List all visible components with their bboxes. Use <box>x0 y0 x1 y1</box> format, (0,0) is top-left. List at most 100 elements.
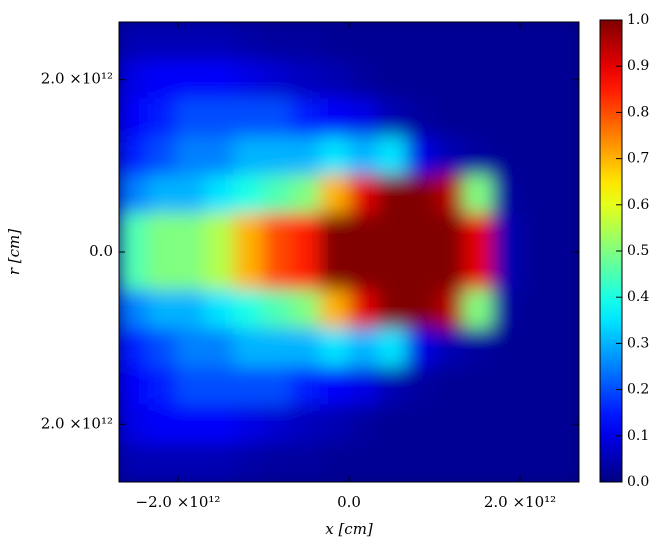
heatmap-cell <box>176 136 206 176</box>
heatmap-cell <box>119 22 149 61</box>
heatmap-cell <box>348 289 379 330</box>
heatmap-cell <box>406 98 436 138</box>
colorbar-tick-label: 0.7 <box>627 151 649 167</box>
heatmap-cell <box>147 404 177 445</box>
heatmap-cell <box>549 22 579 61</box>
heatmap-cell <box>434 404 465 445</box>
heatmap-cell <box>204 251 235 291</box>
heatmap-cell <box>463 98 494 138</box>
y-tick-label: 2.0 ×10¹² <box>41 414 113 432</box>
heatmap-cell <box>521 98 551 138</box>
heatmap-cell <box>262 251 292 291</box>
heatmap-cell <box>492 366 522 406</box>
heatmap-cell <box>434 289 465 330</box>
heatmap-cell <box>463 59 494 100</box>
heatmap-cell <box>377 404 407 445</box>
heatmap-cell <box>377 366 407 406</box>
heatmap-cell <box>204 98 235 138</box>
heatmap-cell <box>521 289 551 330</box>
heatmap-cell <box>262 98 292 138</box>
colorbar-tick-label: 0.1 <box>627 428 649 444</box>
heatmap-cell <box>406 22 436 61</box>
heatmap-cell <box>406 443 436 482</box>
heatmap-cell <box>319 289 350 330</box>
heatmap-cell <box>176 213 206 253</box>
heatmap-cell <box>119 251 149 291</box>
heatmap-cell <box>176 251 206 291</box>
heatmap-cell <box>262 213 292 253</box>
heatmap-cell <box>262 404 292 445</box>
heatmap-cell <box>492 136 522 176</box>
heatmap-cell <box>119 289 149 330</box>
heatmap-cell <box>463 136 494 176</box>
x-tick-label: 2.0 ×10¹² <box>484 493 556 511</box>
heatmap-cell <box>492 443 522 482</box>
heatmap-cell <box>406 404 436 445</box>
heatmap-cell <box>521 213 551 253</box>
heatmap-cell <box>291 443 321 482</box>
heatmap-cell <box>549 328 579 368</box>
heatmap-cell <box>262 289 292 330</box>
heatmap-cell <box>176 98 206 138</box>
heatmap-cell <box>348 443 379 482</box>
heatmap-cell <box>377 59 407 100</box>
x-axis-label: x [cm] <box>325 520 373 538</box>
heatmap-cell <box>434 443 465 482</box>
heatmap-cell <box>147 174 177 215</box>
heatmap-cell <box>377 174 407 215</box>
heatmap-cell <box>291 366 321 406</box>
heatmap-cell <box>204 136 235 176</box>
heatmap-cell <box>463 328 494 368</box>
heatmap-cell <box>233 289 264 330</box>
heatmap-cell <box>348 59 379 100</box>
colorbar-tick-label: 0.6 <box>627 197 649 213</box>
heatmap-cell <box>406 328 436 368</box>
heatmap-cell <box>204 174 235 215</box>
heatmap-cell <box>521 59 551 100</box>
y-tick-label: 0.0 <box>89 242 113 260</box>
heatmap-cell <box>291 59 321 100</box>
heatmap-cell <box>521 22 551 61</box>
heatmap-cell <box>319 136 350 176</box>
heatmap-cell <box>147 328 177 368</box>
heatmap-cell <box>463 443 494 482</box>
colorbar-tick-label: 0.2 <box>627 382 649 398</box>
heatmap-cell <box>233 366 264 406</box>
heatmap-cell <box>147 59 177 100</box>
heatmap-cell <box>233 328 264 368</box>
x-tick-label: 0.0 <box>337 493 361 511</box>
heatmap-cell <box>204 59 235 100</box>
heatmap-cell <box>204 366 235 406</box>
heatmap-cell <box>204 328 235 368</box>
heatmap-cell <box>233 251 264 291</box>
heatmap-cell <box>434 22 465 61</box>
heatmap-cell <box>492 22 522 61</box>
heatmap-cell <box>377 328 407 368</box>
heatmap-cell <box>319 328 350 368</box>
heatmap-cell <box>319 174 350 215</box>
y-tick-label: 2.0 ×10¹² <box>41 70 113 88</box>
heatmap-cell <box>233 404 264 445</box>
heatmap-cell <box>521 251 551 291</box>
heatmap-cell <box>492 328 522 368</box>
heatmap-cell <box>549 366 579 406</box>
heatmap-cell <box>233 136 264 176</box>
heatmap-cell <box>147 22 177 61</box>
heatmap-cell <box>319 22 350 61</box>
heatmap-cell <box>377 136 407 176</box>
heatmap-cell <box>147 366 177 406</box>
heatmap-cell <box>348 404 379 445</box>
heatmap-cell <box>204 289 235 330</box>
heatmap-cell <box>233 213 264 253</box>
heatmap-cell <box>549 98 579 138</box>
colorbar-tick-label: 0.8 <box>627 104 649 120</box>
heatmap-cell <box>549 213 579 253</box>
heatmap-cell <box>549 174 579 215</box>
heatmap-cell <box>262 174 292 215</box>
heatmap-cell <box>377 443 407 482</box>
heatmap-cell <box>348 136 379 176</box>
heatmap-cell <box>521 443 551 482</box>
heatmap-cell <box>319 251 350 291</box>
heatmap-cell <box>406 251 436 291</box>
